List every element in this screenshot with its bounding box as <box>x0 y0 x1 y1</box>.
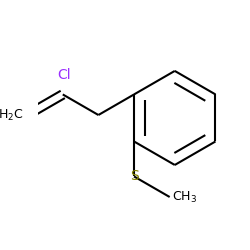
Text: Cl: Cl <box>57 68 71 82</box>
Text: S: S <box>130 170 138 183</box>
Text: CH$_3$: CH$_3$ <box>172 190 197 204</box>
Text: H$_2$C: H$_2$C <box>0 108 24 122</box>
